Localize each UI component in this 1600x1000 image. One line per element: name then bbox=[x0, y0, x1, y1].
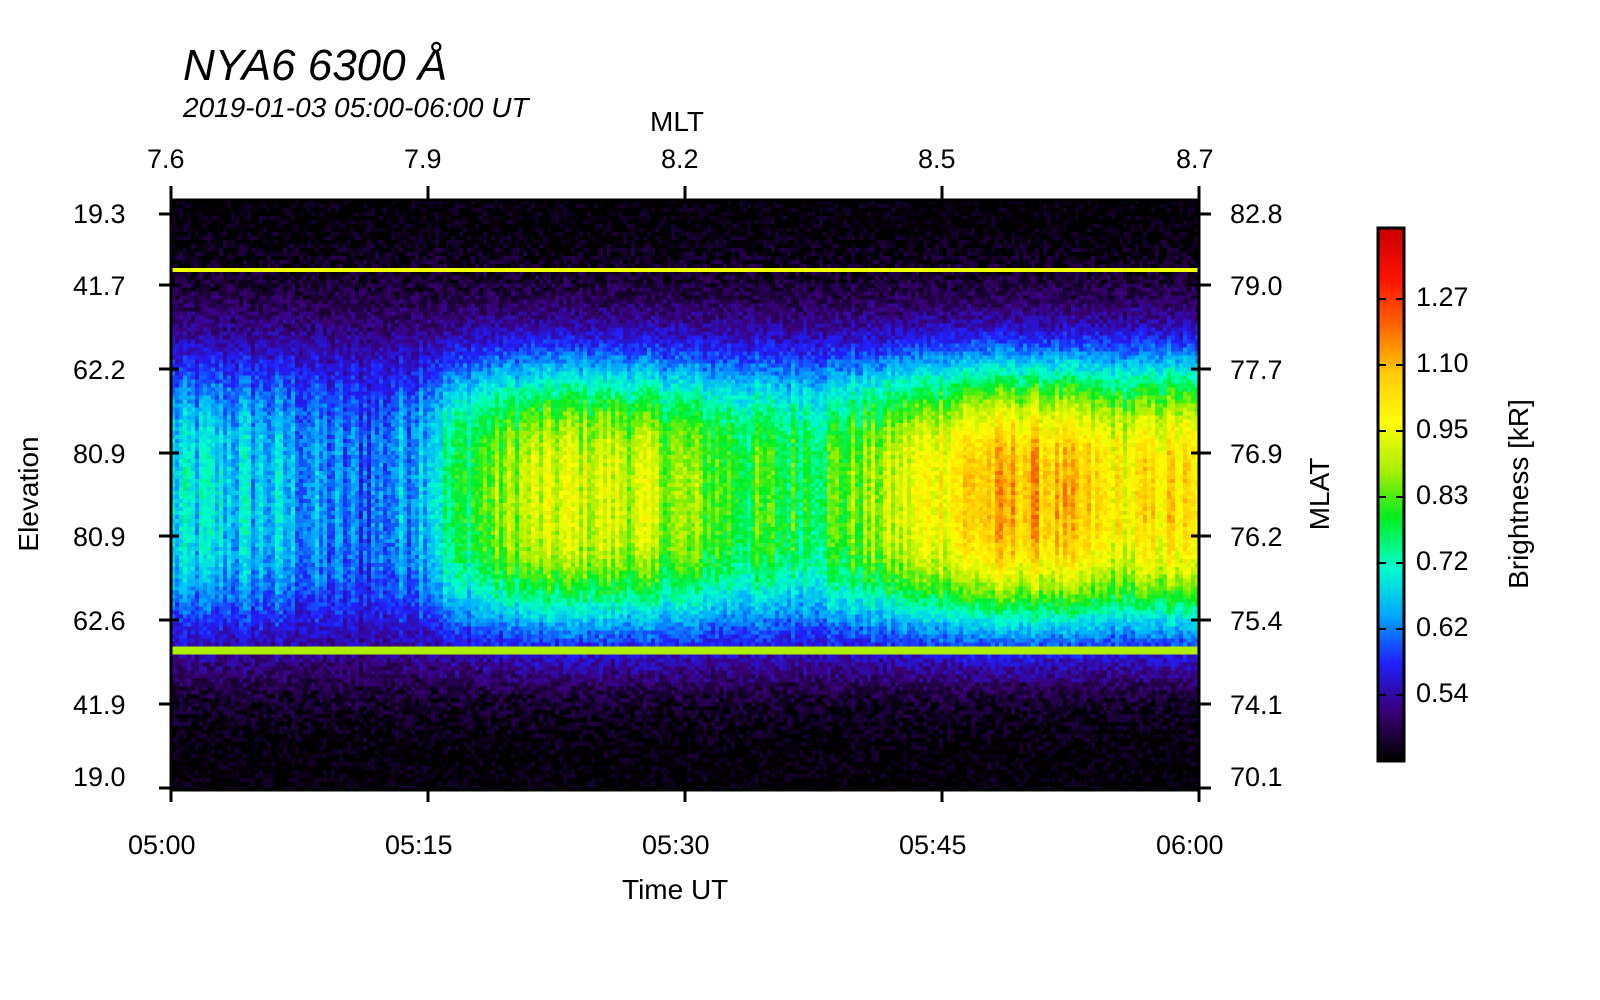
y-left-tick-label: 62.2 bbox=[73, 355, 126, 385]
colorbar-tick-label: 1.10 bbox=[1416, 348, 1469, 378]
chart-title: NYA6 6300 Å bbox=[183, 41, 448, 90]
x-top-axis-title: MLT bbox=[650, 106, 704, 137]
colorbar bbox=[1379, 229, 1403, 760]
y-right-tick-label: 76.2 bbox=[1230, 522, 1283, 552]
y-left-tick-label: 41.9 bbox=[73, 690, 126, 720]
right-axis-ticks bbox=[1191, 212, 1211, 790]
x-top-tick-label: 8.7 bbox=[1176, 144, 1214, 174]
x-axis-title: Time UT bbox=[622, 874, 729, 905]
y-right-tick-label: 74.1 bbox=[1230, 690, 1283, 720]
y-left-tick-label: 41.7 bbox=[73, 271, 126, 301]
x-tick-label: 06:00 bbox=[1156, 830, 1224, 860]
y-right-tick-label: 76.9 bbox=[1230, 439, 1283, 469]
x-top-tick-label: 7.6 bbox=[147, 144, 185, 174]
y-right-tick-label: 79.0 bbox=[1230, 271, 1283, 301]
y-left-tick-label: 19.0 bbox=[73, 762, 126, 792]
colorbar-tick-label: 1.27 bbox=[1416, 282, 1469, 312]
y-right-tick-label: 75.4 bbox=[1230, 606, 1283, 636]
y-left-tick-label: 19.3 bbox=[73, 199, 126, 229]
y-right-axis-title: MLAT bbox=[1304, 457, 1335, 531]
colorbar-tick-label: 0.95 bbox=[1416, 414, 1469, 444]
brightness-heatmap bbox=[171, 200, 1199, 790]
plot-frame bbox=[169, 198, 1201, 792]
x-top-tick-label: 7.9 bbox=[404, 144, 442, 174]
left-axis-ticks bbox=[159, 212, 179, 790]
colorbar-tick-label: 0.54 bbox=[1416, 678, 1469, 708]
y-left-axis-title: Elevation bbox=[13, 436, 44, 552]
colorbar-tick-label: 0.72 bbox=[1416, 546, 1469, 576]
y-left-tick-label: 80.9 bbox=[73, 439, 126, 469]
x-top-tick-label: 8.5 bbox=[918, 144, 956, 174]
colorbar-title: Brightness [kR] bbox=[1503, 399, 1534, 589]
x-tick-label: 05:00 bbox=[128, 830, 196, 860]
y-right-tick-label: 77.7 bbox=[1230, 355, 1283, 385]
y-left-tick-label: 80.9 bbox=[73, 522, 126, 552]
colorbar-tick-label: 0.62 bbox=[1416, 612, 1469, 642]
y-right-tick-label: 70.1 bbox=[1230, 762, 1283, 792]
chart-subtitle: 2019-01-03 05:00-06:00 UT bbox=[183, 92, 529, 123]
x-top-tick-label: 8.2 bbox=[661, 144, 699, 174]
x-tick-label: 05:45 bbox=[899, 830, 967, 860]
x-tick-label: 05:15 bbox=[385, 830, 453, 860]
colorbar-tick-label: 0.83 bbox=[1416, 480, 1469, 510]
y-left-tick-label: 62.6 bbox=[73, 606, 126, 636]
y-right-tick-label: 82.8 bbox=[1230, 199, 1283, 229]
x-tick-label: 05:30 bbox=[642, 830, 710, 860]
top-axis-ticks bbox=[169, 186, 1201, 207]
